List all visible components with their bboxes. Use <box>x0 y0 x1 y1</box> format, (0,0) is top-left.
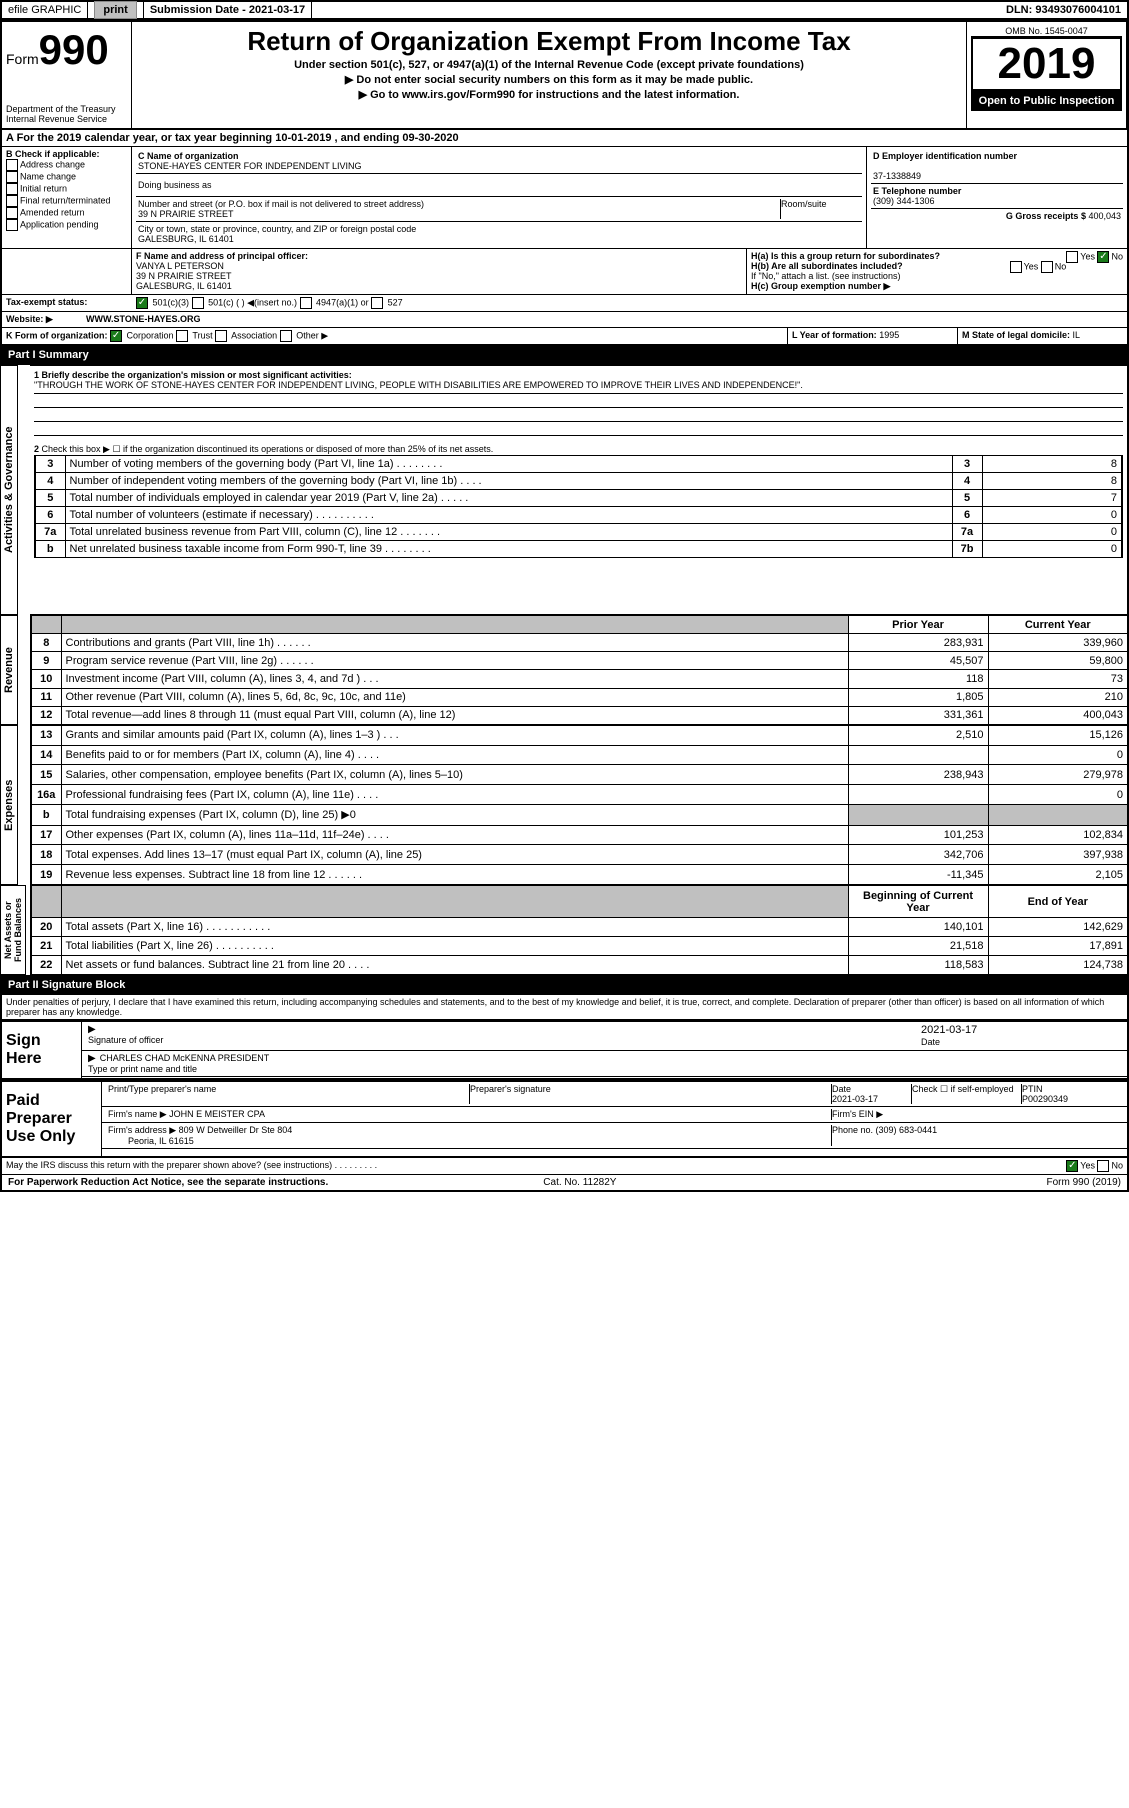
side-activities: Activities & Governance <box>0 365 18 615</box>
exp-table: 13Grants and similar amounts paid (Part … <box>30 725 1129 885</box>
mission: "THROUGH THE WORK OF STONE-HAYES CENTER … <box>34 380 1123 394</box>
chk-addr[interactable] <box>6 159 18 171</box>
line-i: Tax-exempt status: ✓ 501(c)(3) 501(c) ( … <box>0 295 1129 312</box>
dept2: Internal Revenue Service <box>6 114 127 124</box>
discuss: May the IRS discuss this return with the… <box>0 1158 1129 1175</box>
boxB-title: B Check if applicable: <box>6 149 127 159</box>
chk-ha-no[interactable]: ✓ <box>1097 251 1109 263</box>
dln: DLN: 93493076004101 <box>1000 2 1127 18</box>
part2-hdr: Part II Signature Block <box>0 975 1129 995</box>
form-word: Form <box>6 51 39 67</box>
form-num: 990 <box>39 26 109 73</box>
chk-final[interactable] <box>6 195 18 207</box>
side-revenue: Revenue <box>0 615 18 725</box>
side-net: Net Assets or Fund Balances <box>0 885 26 975</box>
ein: 37-1338849 <box>873 171 921 181</box>
bcd-block: B Check if applicable: Address change Na… <box>0 147 1129 249</box>
officer-sig-name: CHARLES CHAD McKENNA PRESIDENT <box>100 1053 270 1063</box>
sub2: ▶ Do not enter social security numbers o… <box>136 73 962 86</box>
form-header: Form990 Department of the Treasury Inter… <box>0 20 1129 130</box>
side-expenses: Expenses <box>0 725 18 885</box>
org-name: STONE-HAYES CENTER FOR INDEPENDENT LIVIN… <box>138 161 362 171</box>
print-button[interactable]: print <box>94 1 136 19</box>
chk-name[interactable] <box>6 171 18 183</box>
omb: OMB No. 1545-0047 <box>971 26 1122 37</box>
chk-init[interactable] <box>6 183 18 195</box>
ptin: P00290349 <box>1022 1094 1068 1104</box>
sub3: ▶ Go to www.irs.gov/Form990 for instruct… <box>136 88 962 101</box>
topbar: efile GRAPHIC print Submission Date - 20… <box>0 0 1129 20</box>
dept1: Department of the Treasury <box>6 104 127 114</box>
part1-hdr: Part I Summary <box>0 345 1129 365</box>
paid-preparer: Paid Preparer Use Only Print/Type prepar… <box>0 1080 1129 1158</box>
org-addr: 39 N PRAIRIE STREET <box>138 209 234 219</box>
phone: (309) 344-1306 <box>873 196 935 206</box>
prep-phone: (309) 683-0441 <box>876 1125 938 1135</box>
rev-table: Prior YearCurrent Year8Contributions and… <box>30 615 1129 725</box>
gross: 400,043 <box>1088 211 1121 221</box>
line-j: Website: ▶ WWW.STONE-HAYES.ORG <box>0 312 1129 328</box>
website[interactable]: WWW.STONE-HAYES.ORG <box>82 312 205 327</box>
efile-label: efile GRAPHIC <box>2 2 88 18</box>
subdate-lbl: Submission Date - <box>150 4 249 16</box>
chk-amend[interactable] <box>6 207 18 219</box>
year: 2019 <box>971 37 1122 91</box>
subdate: 2021-03-17 <box>249 4 305 16</box>
title: Return of Organization Exempt From Incom… <box>136 26 962 57</box>
line-klm: K Form of organization: ✓ Corporation Tr… <box>0 328 1129 345</box>
firm: JOHN E MEISTER CPA <box>169 1109 265 1119</box>
chk-corp[interactable]: ✓ <box>110 330 122 342</box>
chk-discuss-yes[interactable]: ✓ <box>1066 1160 1078 1172</box>
line-a: A For the 2019 calendar year, or tax yea… <box>0 130 1129 147</box>
sub1: Under section 501(c), 527, or 4947(a)(1)… <box>136 59 962 71</box>
footer: For Paperwork Reduction Act Notice, see … <box>0 1175 1129 1192</box>
net-table: Beginning of Current YearEnd of Year20To… <box>30 885 1129 975</box>
sign-here: Sign Here Signature of officer2021-03-17… <box>0 1020 1129 1080</box>
chk-501c3[interactable]: ✓ <box>136 297 148 309</box>
chk-app[interactable] <box>6 219 18 231</box>
officer-name: VANYA L PETERSON <box>136 261 224 271</box>
q1: 1 Briefly describe the organization's mi… <box>34 370 1123 380</box>
fh-block: F Name and address of principal officer:… <box>0 249 1129 295</box>
opi: Open to Public Inspection <box>971 91 1122 111</box>
gov-table: 3Number of voting members of the governi… <box>34 455 1123 558</box>
decl: Under penalties of perjury, I declare th… <box>0 995 1129 1020</box>
org-city: GALESBURG, IL 61401 <box>138 234 234 244</box>
